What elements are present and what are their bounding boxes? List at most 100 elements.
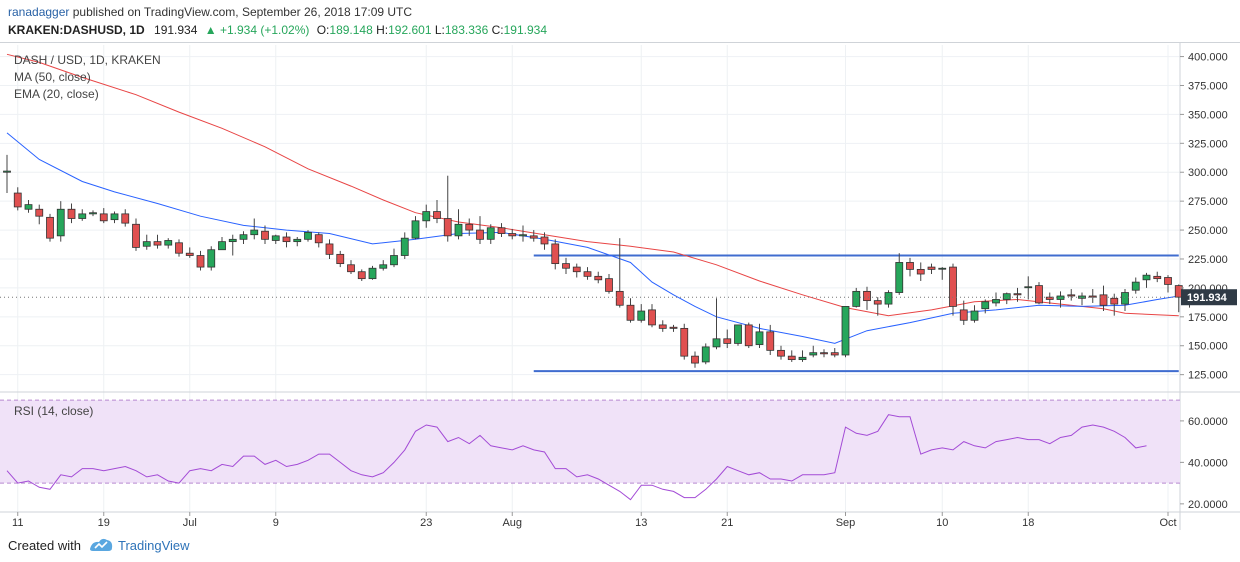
- footer: Created with TradingView: [0, 530, 1240, 562]
- candle-body: [637, 310, 646, 321]
- candle-body: [142, 241, 151, 247]
- published-text: published on TradingView.com, September …: [72, 5, 413, 19]
- price-tick-label: 225.000: [1188, 254, 1228, 266]
- candle-body: [895, 262, 904, 293]
- rsi-band-fill: [0, 400, 1180, 484]
- candle-body: [207, 249, 216, 268]
- time-tick-label: 21: [721, 517, 733, 529]
- price-tick-label: 325.000: [1188, 138, 1228, 150]
- candle-body: [422, 211, 431, 222]
- time-tick-label: Sep: [836, 517, 856, 529]
- candle-body: [1002, 293, 1011, 300]
- candle-body: [110, 213, 119, 221]
- price-tick-label: 300.000: [1188, 167, 1228, 179]
- candle-body: [185, 252, 194, 256]
- price-change: ▲ +1.934 (+1.02%): [204, 23, 310, 37]
- time-tick-label: 19: [98, 517, 110, 529]
- candle-body: [777, 349, 785, 357]
- candle-body: [3, 170, 11, 173]
- tradingview-brand-link[interactable]: TradingView: [118, 538, 190, 553]
- close-label: C:: [491, 23, 504, 37]
- candle-body: [164, 240, 173, 246]
- candle-body: [99, 213, 108, 222]
- candle-body: [820, 352, 828, 355]
- candle-body: [1067, 294, 1076, 297]
- candle-body: [175, 242, 183, 254]
- time-tick-label: Jul: [183, 517, 197, 529]
- candle-body: [529, 235, 538, 239]
- candle-body: [540, 236, 549, 245]
- candle-body: [798, 356, 807, 361]
- symbol-name: KRAKEN:DASHUSD, 1D: [8, 23, 145, 37]
- candle-body: [508, 233, 517, 237]
- candle-body: [261, 230, 269, 240]
- last-price: 191.934: [154, 23, 198, 37]
- candle-body: [701, 346, 710, 363]
- tradingview-logo-icon: [90, 538, 113, 551]
- candle-body: [1142, 274, 1151, 281]
- candle-body: [766, 331, 775, 351]
- candle-body: [1056, 295, 1065, 300]
- candle-body: [949, 266, 957, 307]
- candle-body: [723, 338, 732, 344]
- candle-body: [1045, 296, 1054, 300]
- candle-body: [56, 208, 65, 237]
- candle-body: [841, 306, 850, 356]
- candle-body: [1110, 297, 1119, 305]
- ema20-path: [6, 132, 1179, 344]
- candle-body: [1013, 293, 1022, 296]
- time-tick-label: Aug: [502, 517, 522, 529]
- candle-body: [476, 229, 484, 240]
- candle-body: [992, 299, 1000, 304]
- chart-axes: 400.000 375.000 350.000 325.000 300.000 275.0…: [12, 52, 1228, 529]
- rsi-line: [6, 414, 1147, 501]
- candle-body: [669, 326, 678, 329]
- created-with-text: Created with: [8, 538, 81, 553]
- last-price-box: [1181, 289, 1237, 306]
- rsi-tick-label: 40.0000: [1188, 457, 1228, 469]
- candle-body: [1164, 277, 1172, 285]
- candle-body: [583, 271, 592, 277]
- price-tick-label: 350.000: [1188, 109, 1228, 121]
- candle-body: [454, 223, 463, 237]
- candle-body: [293, 238, 302, 243]
- candle-body: [1131, 281, 1140, 291]
- candle-body: [1153, 275, 1162, 280]
- ma50-path: [6, 53, 1179, 317]
- price-chart[interactable]: 400.000 375.000 350.000 325.000 300.000 275.0…: [0, 42, 1240, 530]
- price-tick-label: 400.000: [1188, 52, 1228, 64]
- price-tick-label: 125.000: [1188, 370, 1228, 382]
- candle-body: [680, 327, 689, 357]
- price-tick-label: 275.000: [1188, 196, 1228, 208]
- close-value: 191.934: [503, 23, 547, 37]
- candle-body: [981, 301, 990, 310]
- candle-body: [1121, 292, 1129, 305]
- price-tick-label: 150.000: [1188, 341, 1228, 353]
- chart-legend: DASH / USD, 1D, KRAKEN MA (50, close) EM…: [14, 53, 161, 418]
- time-tick-label: 10: [936, 517, 948, 529]
- candle-body: [486, 227, 495, 240]
- candle-body: [809, 352, 818, 356]
- candle-body: [1099, 294, 1108, 306]
- candle-body: [605, 278, 613, 292]
- candle-body: [433, 211, 441, 219]
- candle-body: [712, 338, 721, 348]
- candle-body: [411, 220, 420, 239]
- candle-body: [959, 309, 968, 321]
- candle-body: [325, 243, 334, 255]
- open-value: 189.148: [329, 23, 373, 37]
- candle-body: [67, 208, 76, 219]
- ema20-line: [6, 132, 1179, 344]
- time-tick-label: 18: [1022, 517, 1034, 529]
- candle-body: [89, 212, 97, 215]
- time-tick-label: Oct: [1159, 517, 1176, 529]
- candle-body: [271, 235, 280, 241]
- legend-title: DASH / USD, 1D, KRAKEN: [14, 53, 161, 67]
- candle-body: [916, 268, 925, 275]
- high-label: H:: [376, 23, 389, 37]
- candle-body: [562, 263, 570, 269]
- last-price-marker: 191.934: [0, 289, 1237, 306]
- price-tick-label: 250.000: [1188, 225, 1228, 237]
- author-link[interactable]: ranadagger: [8, 5, 70, 19]
- candle-body: [196, 255, 205, 268]
